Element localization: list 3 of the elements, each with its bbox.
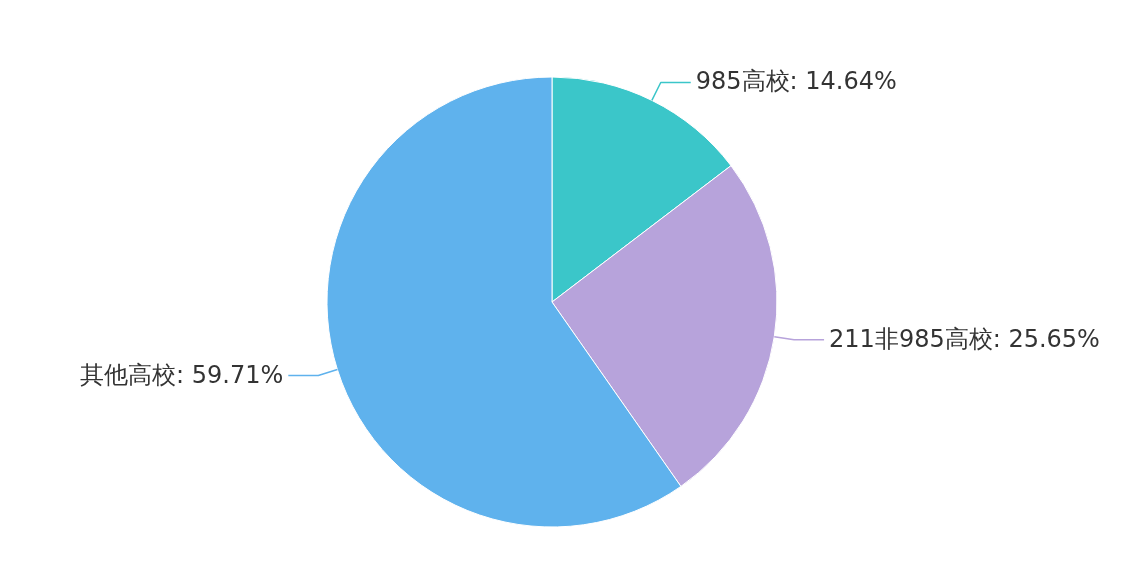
slice-label: 985高校: 14.64% [695, 67, 897, 96]
slice-label: 211非985高校: 25.65% [829, 324, 1100, 353]
slice-label: 其他高校: 59.71% [80, 360, 284, 389]
